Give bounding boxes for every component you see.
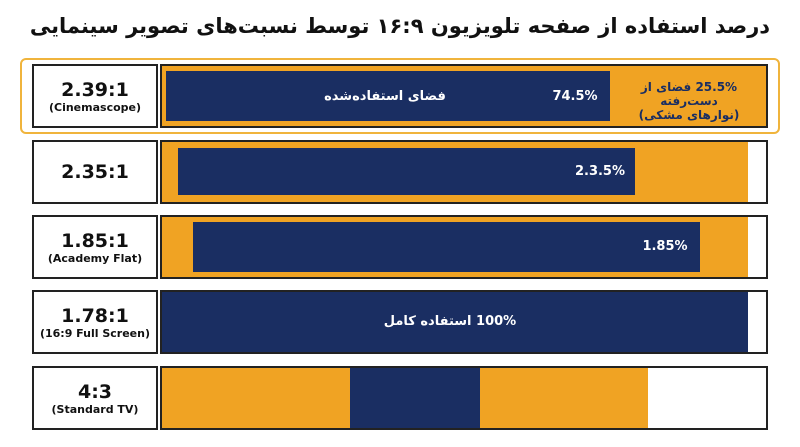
highlight (20, 58, 780, 134)
used-bar (166, 71, 610, 121)
used-label: فضای استفاده‌شده (324, 89, 446, 104)
used-bar (193, 222, 700, 272)
ratio: 1.85:1 (61, 229, 129, 252)
percent: 1.85% (642, 239, 688, 254)
ratio-name: (Academy Flat) (47, 251, 143, 265)
ratio: 1.78:1 (61, 304, 129, 327)
percent: 2.3.5% (574, 164, 626, 179)
ratio-box: 4:3 (Standard TV) (32, 366, 158, 430)
ratio: 2.35:1 (61, 161, 129, 183)
ratio-box: 1.85:1 (Academy Flat) (32, 215, 158, 279)
lost-text: 25.5% فضای از دست‌رفته (640, 80, 738, 108)
used-bar (178, 148, 635, 195)
lost-note: (نوارهای مشکی) (638, 108, 740, 122)
title: درصد استفاده از صفحه تلویزیون ۱۶:۹ توسط … (29, 14, 771, 38)
used-bar (162, 292, 748, 352)
ratio-name: (Cinemascope) (48, 100, 142, 114)
percent: 100% استفاده کامل (383, 314, 517, 329)
ratio-box: 2.39:1 (Cinemascope) (32, 64, 158, 128)
ratio-name: (Standard TV) (51, 402, 139, 416)
ratio: 4:3 (77, 380, 113, 403)
used-bar (350, 368, 480, 428)
ratio-name: (16:9 Full Screen) (39, 326, 151, 340)
pillar-bar (480, 368, 648, 428)
ratio-box: 2.35:1 (32, 140, 158, 204)
lost-label: 25.5% فضای از دست‌رفته (نوارهای مشکی) (612, 80, 766, 122)
ratio-box: 1.78:1 (16:9 Full Screen) (32, 290, 158, 354)
pillar-bar (162, 368, 350, 428)
percent: 74.5% (552, 89, 598, 104)
ratio: 2.39:1 (61, 78, 129, 101)
